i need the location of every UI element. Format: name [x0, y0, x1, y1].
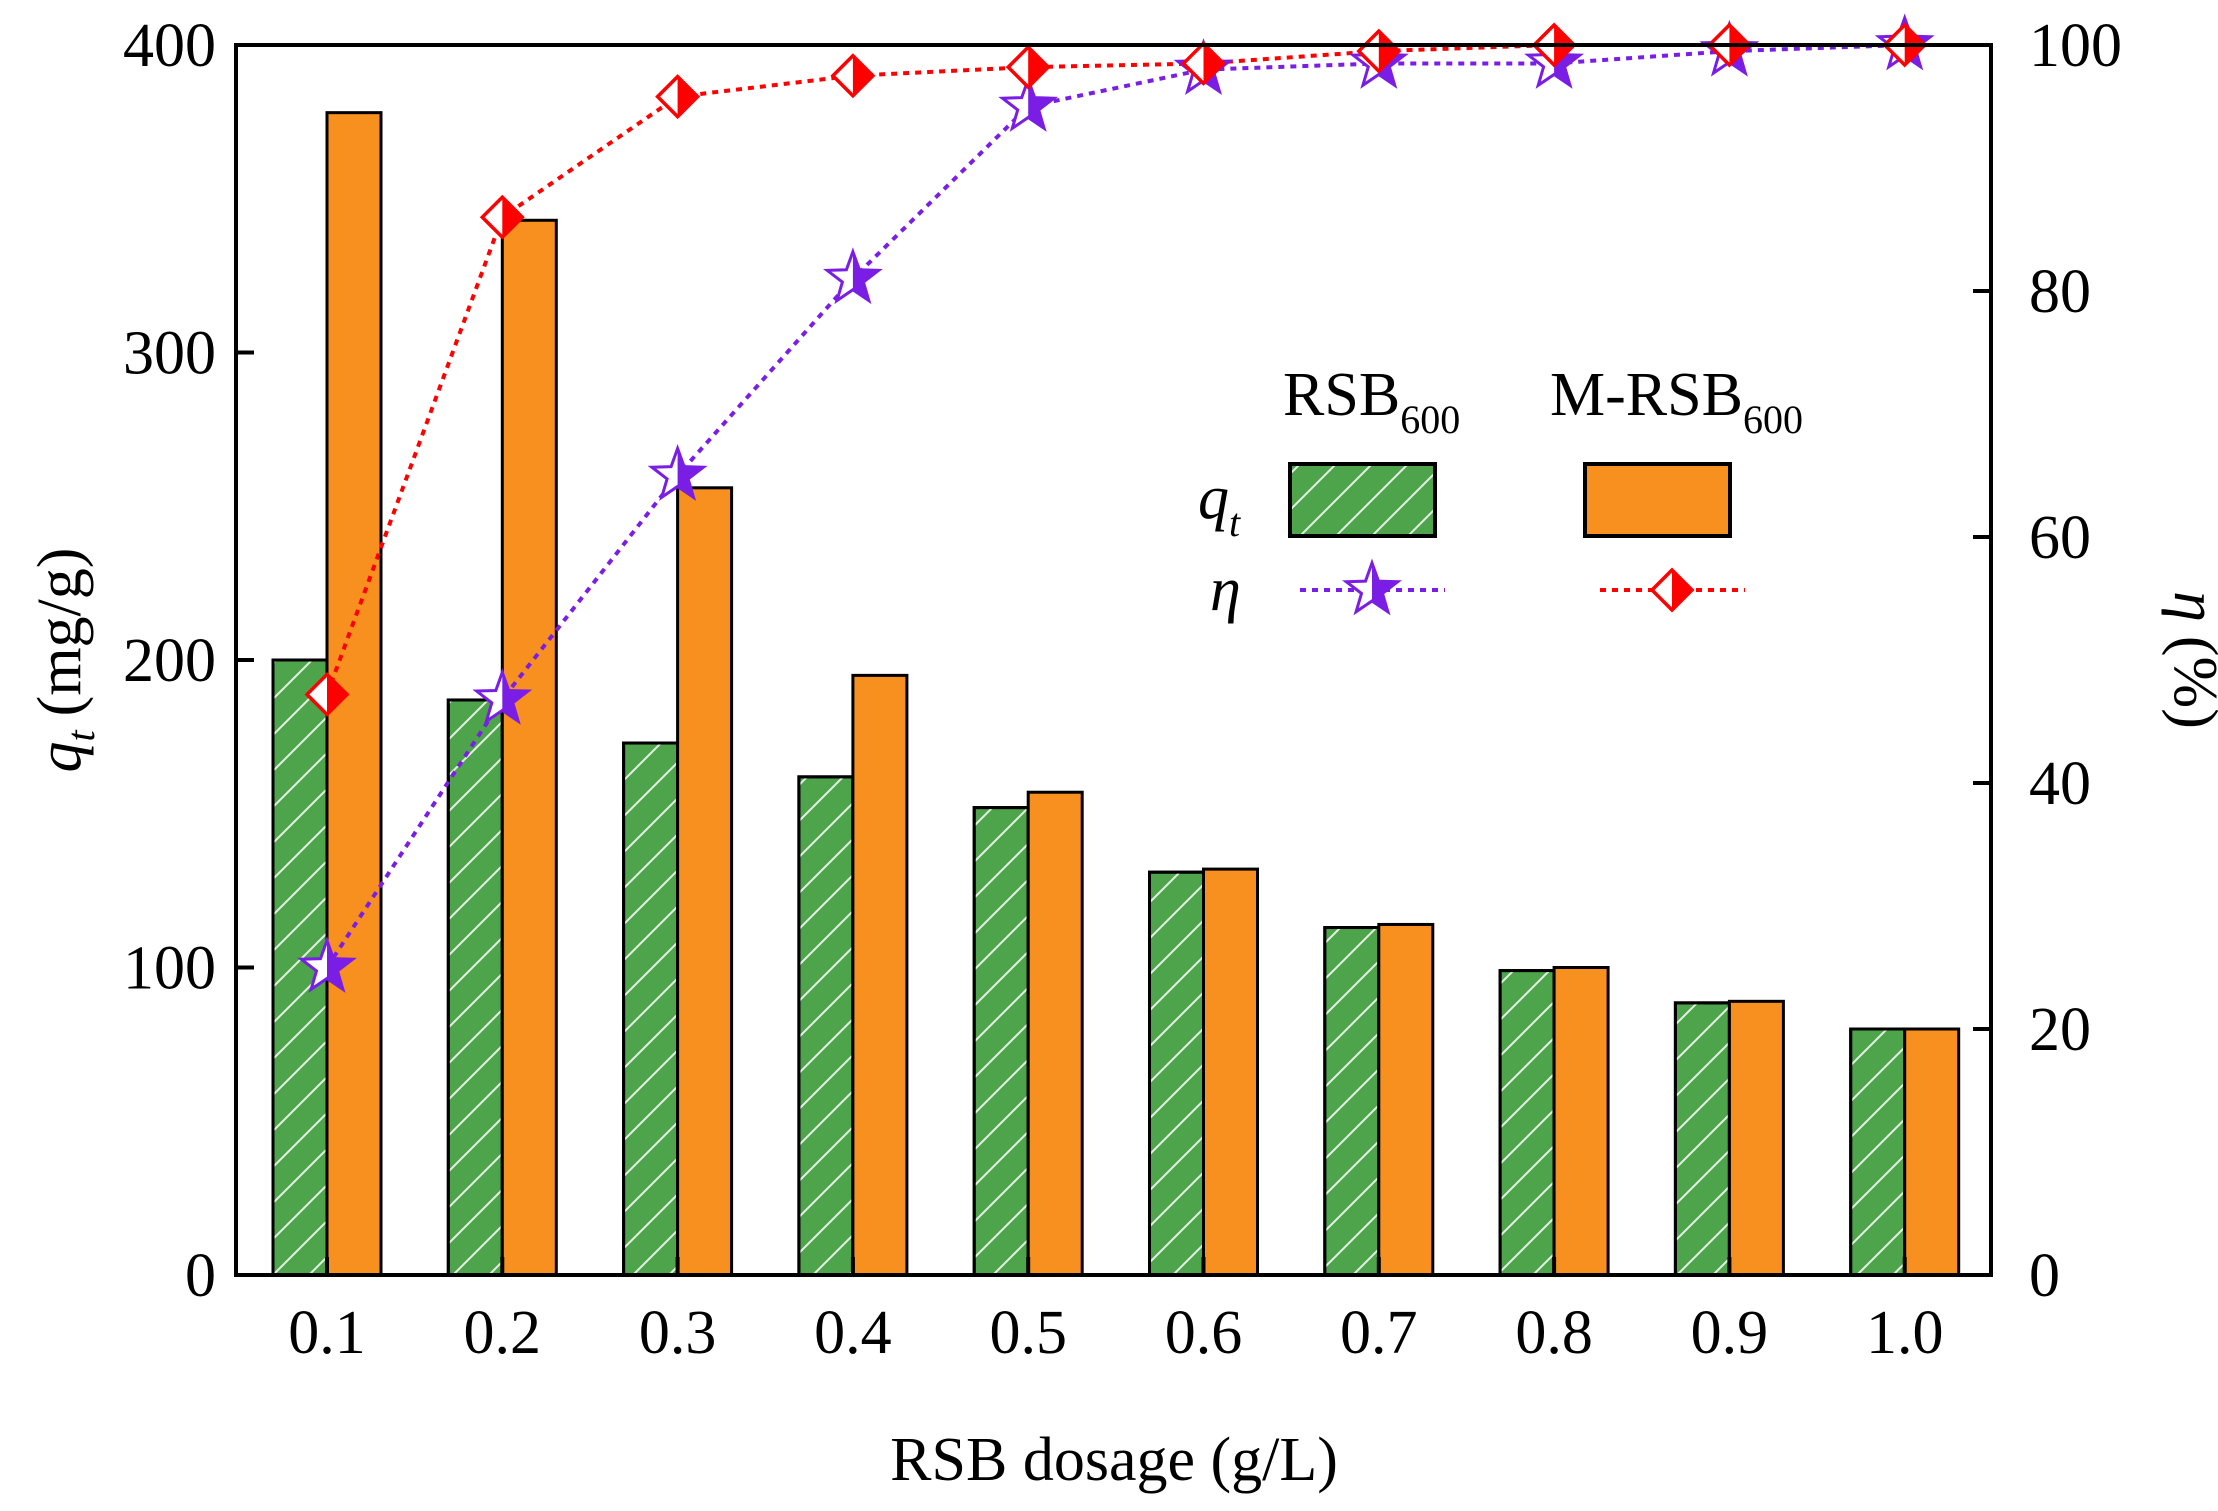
y-axis-label-unit: (mg/g)	[26, 548, 94, 717]
y2-tick-label-60: 60	[2029, 504, 2091, 572]
y2-axis-label-unit: (%)	[2161, 636, 2218, 729]
y-tick-label-0: 0	[185, 1242, 216, 1310]
x-tick-label-0.1: 0.1	[288, 1299, 366, 1367]
legend-header-rsb600: RSB600	[1283, 361, 1460, 442]
marker-eta-rsb600-0.3	[647, 444, 708, 501]
bar-hatch-rsb600-0.7	[1323, 926, 1381, 1277]
bar-m-rsb600-1.0	[1903, 1027, 1961, 1277]
bar-m-rsb600-0.2	[500, 218, 558, 1277]
legend-row-eta-label: η	[1210, 556, 1241, 624]
bar-hatch-rsb600-0.4	[797, 775, 855, 1277]
marker-eta-rsb600-0.2	[472, 667, 533, 725]
y2-tick-label-80: 80	[2029, 258, 2091, 326]
legend-row-qt-symbol: q	[1198, 464, 1229, 532]
marker-eta-mrsb600-0.8	[1531, 22, 1577, 68]
marker-eta-mrsb600-0.3	[655, 74, 701, 120]
y-tick-label-400: 400	[123, 12, 216, 80]
legend-diamond-marker	[1649, 567, 1695, 613]
legend-swatch-rsb600-line	[1300, 558, 1445, 616]
line-eta-rsb600	[325, 43, 1905, 969]
axes-layer: 0.1 0.2 0.3 0.4 0.5 0.6 0.7 0.8 0.9 1.00100200300…	[123, 12, 2122, 1367]
bars-layer	[271, 111, 1961, 1277]
marker-eta-mrsb600-0.5	[1005, 44, 1051, 90]
bar-hatch-rsb600-0.6	[1148, 870, 1205, 1277]
bar-m-rsb600-0.8	[1552, 966, 1610, 1277]
legend-star-marker	[1342, 558, 1402, 616]
bar-hatch-rsb600-1.0	[1849, 1027, 1907, 1277]
bar-hatch-rsb600-0.8	[1498, 969, 1556, 1277]
y-axis-label-symbol: q	[26, 741, 94, 772]
y2-tick-label-100: 100	[2029, 12, 2122, 80]
bar-hatch-rsb600-0.5	[972, 806, 1030, 1277]
y-axis-label: qt (mg/g)	[26, 548, 103, 773]
y-tick-label-300: 300	[123, 320, 216, 388]
legend: RSB600 M-RSB600 qt η	[1198, 361, 1803, 624]
y-tick-label-200: 200	[123, 627, 216, 695]
bar-m-rsb600-0.7	[1377, 922, 1435, 1277]
legend-header-mrsb600-sub: 600	[1743, 397, 1803, 442]
y2-axis-label: η (%)	[2161, 591, 2218, 729]
marker-eta-mrsb600-0.1	[304, 671, 350, 717]
legend-row-qt-subscript: t	[1229, 500, 1241, 545]
marker-eta-mrsb600-0.6	[1181, 40, 1226, 86]
legend-row-eta-symbol: η	[1210, 556, 1241, 624]
marker-eta-rsb600-0.1	[297, 936, 357, 993]
x-tick-label-0.5: 0.5	[989, 1299, 1067, 1367]
y2-tick-label-0: 0	[2029, 1242, 2060, 1310]
x-tick-label-0.4: 0.4	[814, 1299, 892, 1367]
y-axis-label-subscript: t	[58, 729, 103, 741]
marker-eta-mrsb600-0.2	[479, 194, 525, 240]
bar-m-rsb600-0.4	[851, 673, 909, 1277]
legend-swatch-mrsb600-bar	[1583, 462, 1732, 538]
y2-axis-label-symbol: η	[2161, 591, 2218, 622]
legend-swatch-mrsb600-line	[1600, 567, 1745, 613]
legend-header-mrsb600: M-RSB600	[1550, 361, 1803, 442]
marker-eta-mrsb600-0.4	[830, 53, 876, 99]
marker-eta-rsb600-0.5	[998, 75, 1059, 132]
bar-hatch-rsb600-0.3	[622, 741, 680, 1277]
y-tick-label-100: 100	[123, 935, 216, 1003]
marker-eta-rsb600-0.4	[822, 247, 883, 305]
y2-tick-label-20: 20	[2029, 996, 2091, 1064]
x-tick-label-0.8: 0.8	[1515, 1299, 1593, 1367]
x-tick-label-0.3: 0.3	[639, 1299, 717, 1367]
legend-swatch-rsb600-bar-hatch	[1288, 462, 1437, 538]
legend-header-rsb600-sub: 600	[1400, 397, 1460, 442]
legend-header-mrsb600-main: M-RSB	[1550, 361, 1743, 429]
bar-m-rsb600-0.5	[1026, 790, 1084, 1277]
y2-tick-label-40: 40	[2029, 750, 2091, 818]
x-tick-label-0.2: 0.2	[464, 1299, 542, 1367]
bar-m-rsb600-0.3	[676, 486, 734, 1277]
bar-m-rsb600-0.6	[1202, 867, 1259, 1277]
line-eta-mrsb600	[325, 43, 1905, 696]
legend-row-qt-label: qt	[1198, 464, 1241, 545]
legend-header-rsb600-main: RSB	[1283, 361, 1400, 429]
bar-m-rsb600-0.9	[1727, 999, 1785, 1277]
x-axis-label: RSB dosage (g/L)	[890, 1426, 1338, 1494]
lines-layer	[297, 13, 1935, 993]
bar-hatch-rsb600-0.2	[446, 698, 504, 1277]
x-tick-label-0.7: 0.7	[1340, 1299, 1418, 1367]
bar-hatch-rsb600-0.9	[1673, 1001, 1731, 1277]
x-tick-label-0.9: 0.9	[1691, 1299, 1769, 1367]
x-tick-label-1.0: 1.0	[1866, 1299, 1944, 1367]
x-tick-label-0.6: 0.6	[1165, 1299, 1243, 1367]
